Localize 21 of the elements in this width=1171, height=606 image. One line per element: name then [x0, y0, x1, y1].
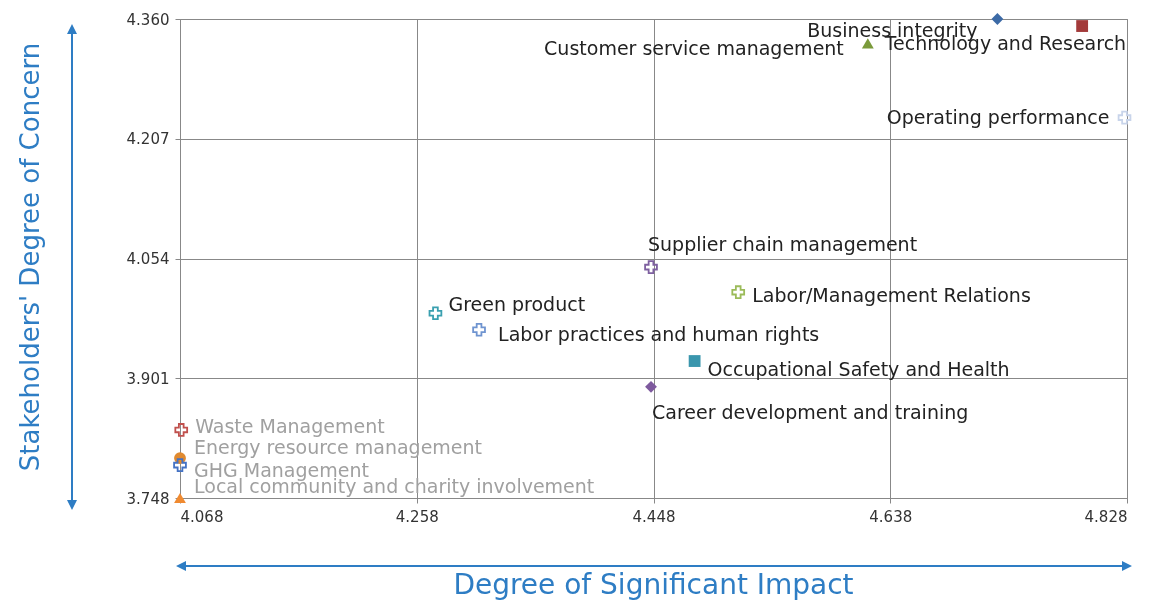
y-axis-title: Stakeholders' Degree of Concern	[15, 41, 45, 474]
series-label: Waste Management	[195, 414, 385, 437]
x-tick-label: 4.258	[395, 507, 439, 526]
y-tick-label: 4.207	[126, 130, 170, 149]
series-label: Occupational Safety and Health	[707, 358, 1010, 381]
series-label: Operating performance	[886, 105, 1110, 128]
series-label: Labor/Management Relations	[752, 284, 1031, 307]
x-tick-label: 4.448	[632, 507, 676, 526]
x-tick-label: 4.828	[1084, 507, 1128, 526]
y-tick-label: 3.748	[126, 489, 170, 508]
x-tick-label: 4.068	[180, 507, 224, 526]
series-label: Green product	[448, 293, 586, 316]
series-label: Customer service management	[544, 37, 844, 60]
y-tick-label: 3.901	[126, 369, 170, 388]
y-tick-label: 4.360	[126, 10, 170, 29]
series-label: Labor practices and human rights	[498, 322, 820, 345]
y-tick-label: 4.054	[126, 250, 170, 268]
x-tick-label: 4.638	[869, 507, 913, 526]
x-axis-title: Degree of Significant Impact	[452, 568, 855, 601]
series-label: Supplier chain management	[648, 233, 918, 256]
series-label: Career development and training	[652, 400, 969, 423]
